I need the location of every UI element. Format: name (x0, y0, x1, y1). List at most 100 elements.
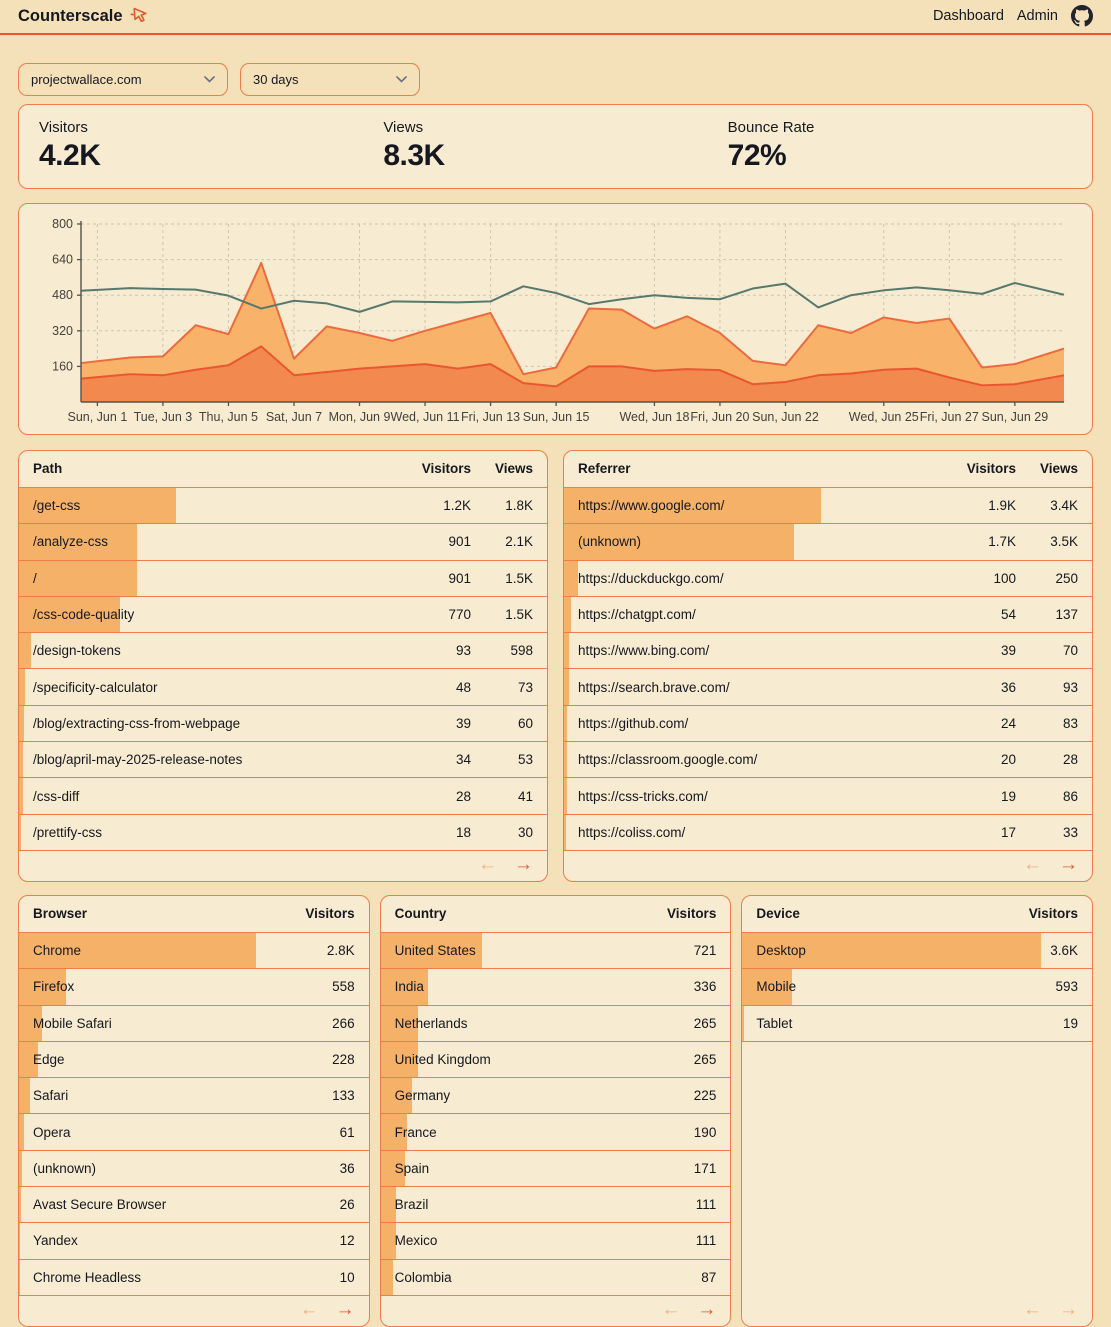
row-label: https://www.google.com/ (578, 498, 725, 514)
pager-next-icon[interactable]: → (697, 1298, 717, 1320)
pager-prev-icon[interactable]: ← (1022, 1298, 1042, 1320)
pager-next-icon[interactable]: → (514, 853, 533, 875)
row-label: Netherlands (394, 1015, 468, 1031)
table-row[interactable]: India 336 (380, 969, 731, 1006)
row-value-bar (19, 488, 177, 524)
row-value-bar (19, 633, 32, 669)
row-value: 770 (448, 607, 471, 623)
y-axis-label: 640 (52, 253, 73, 267)
table-row[interactable]: United States 721 (380, 932, 731, 970)
row-label: /prettify-css (33, 824, 103, 840)
chevron-down-icon (396, 76, 407, 83)
table-row[interactable]: https://chatgpt.com/54 137 (564, 596, 1092, 634)
table-row[interactable]: Tablet 19 (742, 1005, 1092, 1042)
pager-prev-icon[interactable]: ← (1023, 853, 1042, 875)
row-value: 19 (1062, 1015, 1078, 1031)
row-value: 83 (1062, 715, 1078, 731)
row-label: Mobile Safari (33, 1015, 112, 1031)
table-row[interactable]: Germany 225 (380, 1078, 731, 1115)
row-value: 1.5K (505, 607, 533, 623)
table-row[interactable]: Mobile 593 (742, 969, 1092, 1006)
row-value: 2.1K (505, 534, 533, 550)
table-row[interactable]: Chrome Headless 10 (19, 1259, 369, 1296)
row-label: https://duckduckgo.com/ (578, 570, 724, 586)
table-pagination: ← → (742, 1296, 1092, 1326)
trend-line (80, 281, 1065, 313)
row-value-bar (19, 1005, 42, 1041)
table-row[interactable]: /blog/extracting-css-from-webpage 39 60 (19, 705, 547, 743)
row-value: 33 (1062, 824, 1078, 840)
table-row[interactable]: /analyze-css 901 2.1K (19, 524, 547, 561)
table-row[interactable]: Opera 61 (19, 1114, 369, 1151)
table-row[interactable]: Desktop 3.6K (742, 932, 1092, 970)
table-row[interactable]: / 901 1.5K (19, 560, 547, 597)
nav-admin[interactable]: Admin (1016, 8, 1058, 24)
table-row[interactable]: Chrome 2.8K (19, 932, 369, 970)
row-value: 3.6K (1050, 943, 1078, 959)
stats-card: Visitors 4.2K Views 8.3K Bounce Rate 72% (18, 104, 1093, 189)
stat-label: Views (383, 119, 424, 136)
table-row[interactable]: /specificity-calculator 48 73 (19, 669, 547, 706)
table-row[interactable]: https://github.com/24 83 (564, 705, 1092, 743)
table-row[interactable]: https://classroom.google.com/20 28 (564, 742, 1092, 779)
table-row[interactable]: France 190 (380, 1114, 731, 1151)
row-label: Yandex (33, 1233, 78, 1249)
views-area (81, 262, 1064, 402)
table-row[interactable]: /css-diff 28 41 (19, 778, 547, 815)
site-select[interactable]: projectwallace.com (18, 63, 228, 96)
visitors-area (81, 346, 1064, 402)
table-row[interactable]: Safari 133 (19, 1078, 369, 1115)
row-value: 19 (1000, 788, 1016, 804)
row-label: Desktop (756, 943, 806, 959)
table-row[interactable]: Colombia 87 (380, 1259, 731, 1296)
github-icon[interactable] (1071, 5, 1093, 27)
table-title: Path (33, 461, 63, 476)
table-row[interactable]: Avast Secure Browser 26 (19, 1187, 369, 1224)
path-table-card: Path Visitors Views /get-css 1.2K 1.8K/anal… (18, 450, 548, 882)
table-row[interactable]: https://www.google.com/1.9K 3.4K (564, 488, 1092, 525)
range-select[interactable]: 30 days (240, 63, 420, 96)
table-row[interactable]: Edge 228 (19, 1041, 369, 1079)
row-value-bar (742, 969, 792, 1005)
row-label: /blog/extracting-css-from-webpage (33, 715, 241, 731)
table-row[interactable]: /blog/april-may-2025-release-notes 34 53 (19, 742, 547, 779)
pager-prev-icon[interactable]: ← (661, 1298, 681, 1320)
row-label: /css-code-quality (33, 607, 135, 623)
pager-prev-icon[interactable]: ← (299, 1298, 319, 1320)
table-row[interactable]: /get-css 1.2K 1.8K (19, 488, 547, 525)
row-value-bar (19, 1150, 23, 1187)
table-row[interactable]: Spain 171 (380, 1150, 731, 1188)
nav-dashboard[interactable]: Dashboard (932, 8, 1004, 24)
table-row[interactable]: https://duckduckgo.com/100 250 (564, 560, 1092, 597)
row-value: 171 (693, 1160, 717, 1176)
pager-next-icon[interactable]: → (335, 1298, 355, 1320)
pager-next-icon[interactable]: → (1058, 1298, 1078, 1320)
row-value: 30 (517, 824, 533, 840)
header-nav: Dashboard Admin (933, 5, 1093, 27)
table-row[interactable]: (unknown) 36 (19, 1150, 369, 1188)
row-value: 111 (695, 1197, 717, 1213)
pager-prev-icon[interactable]: ← (478, 853, 497, 875)
table-row[interactable]: Firefox 558 (19, 969, 369, 1006)
table-row[interactable]: https://css-tricks.com/19 86 (564, 778, 1092, 815)
table-row[interactable]: Netherlands 265 (380, 1005, 731, 1042)
table-row[interactable]: Brazil 111 (380, 1187, 731, 1224)
row-value: 60 (517, 715, 533, 731)
table-row[interactable]: /prettify-css 18 30 (19, 814, 547, 851)
table-header: Device Visitors (742, 896, 1092, 933)
table-row[interactable]: /css-code-quality 770 1.5K (19, 596, 547, 634)
table-row[interactable]: /design-tokens 93 598 (19, 633, 547, 670)
row-label: (unknown) (33, 1160, 97, 1176)
table-row[interactable]: https://search.brave.com/36 93 (564, 669, 1092, 706)
table-row[interactable]: Yandex 12 (19, 1223, 369, 1260)
pager-next-icon[interactable]: → (1059, 853, 1078, 875)
table-row[interactable]: Mobile Safari 266 (19, 1005, 369, 1042)
table-row[interactable]: (unknown) 1.7K 3.5K (564, 524, 1092, 561)
browser-table-card: Browser Visitors Chrome 2.8K Firefox 558 Mob… (18, 894, 370, 1327)
views-area-outline (80, 261, 1065, 376)
table-row[interactable]: United Kingdom 265 (380, 1041, 731, 1079)
table-row[interactable]: Mexico 111 (380, 1223, 731, 1260)
table-row[interactable]: https://coliss.com/17 33 (564, 814, 1092, 851)
table-row[interactable]: https://www.bing.com/39 70 (564, 633, 1092, 670)
row-label: /design-tokens (33, 643, 121, 659)
